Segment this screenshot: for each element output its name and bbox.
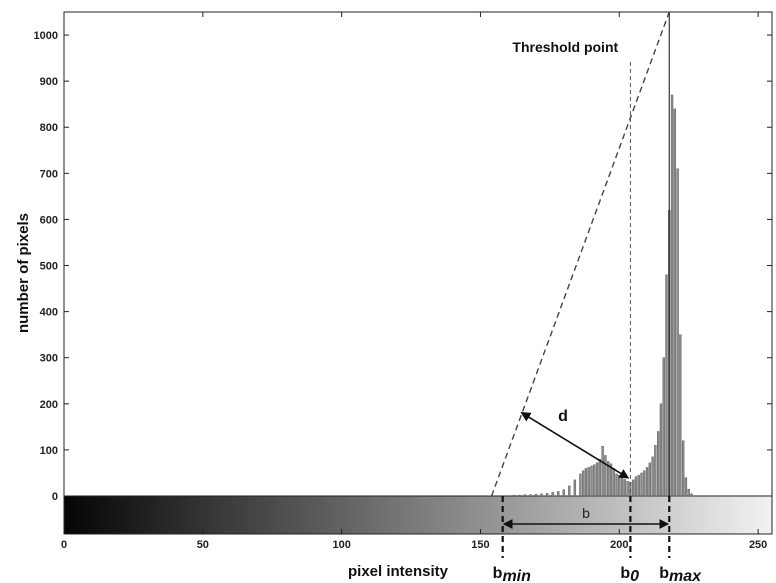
histogram-bar xyxy=(673,108,676,497)
histogram-bar xyxy=(582,470,585,497)
histogram-bar xyxy=(587,467,590,497)
histogram-bar xyxy=(545,493,549,497)
histogram-bar xyxy=(640,472,643,497)
histogram-bar xyxy=(557,491,560,497)
y-axis-ticks: 0 100 200 300 400 500 600 700 800 900 1000 xyxy=(34,30,772,503)
histogram-bar xyxy=(512,494,515,497)
histogram-bar xyxy=(562,489,565,497)
histogram-bar xyxy=(595,462,599,497)
histogram-bar xyxy=(645,467,649,497)
distance-arrow xyxy=(520,411,630,479)
histogram-bar xyxy=(670,94,674,497)
y-tick-label: 500 xyxy=(40,261,58,273)
x-tick-label: 0 xyxy=(61,539,67,551)
histogram-bar xyxy=(626,481,629,497)
span-label: b xyxy=(582,505,590,521)
histogram-bar xyxy=(665,274,668,497)
y-tick-label: 400 xyxy=(40,307,58,319)
histogram-bar xyxy=(648,462,652,497)
histogram-bar xyxy=(534,493,538,497)
histogram-bar xyxy=(551,492,554,497)
histogram-bar xyxy=(579,473,582,497)
x-tick-label: 100 xyxy=(332,539,350,551)
histogram-bar xyxy=(681,440,685,497)
histogram-bar xyxy=(676,168,679,497)
histogram-bar xyxy=(620,477,624,497)
histogram-bar xyxy=(573,479,577,497)
histogram-bars xyxy=(507,94,693,497)
tangent-dashed-line xyxy=(490,11,670,497)
histogram-bar xyxy=(540,493,543,497)
x-tick-label: 150 xyxy=(471,539,489,551)
histogram-bar xyxy=(529,494,532,497)
histogram-bar xyxy=(615,473,618,497)
histogram-bar xyxy=(643,470,646,497)
histogram-bar xyxy=(662,357,665,497)
x-axis-ticks: 0 50 100 150 200 250 xyxy=(61,12,767,551)
histogram-bar xyxy=(568,485,571,497)
histogram-bar xyxy=(637,475,640,497)
histogram-bar xyxy=(604,455,607,497)
b-max-label: bmax xyxy=(659,565,702,583)
y-axis-title: number of pixels xyxy=(15,213,32,333)
histogram-bar xyxy=(690,493,693,497)
histogram-bar xyxy=(687,488,690,497)
histogram-bar xyxy=(654,445,657,497)
y-tick-label: 1000 xyxy=(34,30,58,42)
histogram-bar xyxy=(518,494,521,497)
histogram-bar xyxy=(593,464,596,497)
x-tick-label: 200 xyxy=(610,539,628,551)
histogram-bar xyxy=(612,468,615,497)
b-0-label: b0 xyxy=(620,565,639,583)
histogram-bar xyxy=(679,334,682,497)
y-tick-label: 700 xyxy=(40,168,58,180)
intensity-colorbar xyxy=(63,495,773,535)
x-axis-title: pixel intensity xyxy=(348,563,449,580)
histogram-bar xyxy=(656,431,660,497)
y-tick-label: 800 xyxy=(40,122,58,134)
histogram-bar xyxy=(590,465,593,497)
threshold-label: Threshold point xyxy=(512,39,618,55)
histogram-bar xyxy=(523,494,527,497)
histogram-bar xyxy=(659,403,663,497)
histogram-bar xyxy=(601,446,604,497)
histogram-bar xyxy=(684,477,688,497)
x-tick-label: 250 xyxy=(749,539,767,551)
y-tick-label: 0 xyxy=(52,491,58,503)
y-tick-label: 900 xyxy=(40,76,58,88)
y-tick-label: 200 xyxy=(40,399,58,411)
x-tick-label: 50 xyxy=(197,539,209,551)
distance-label: d xyxy=(558,408,568,425)
y-tick-label: 300 xyxy=(40,353,58,365)
histogram-bar xyxy=(651,456,654,497)
histogram-bar xyxy=(623,479,627,497)
histogram-bar xyxy=(634,476,638,497)
b-min-label: bmin xyxy=(493,565,531,583)
histogram-bar xyxy=(584,468,588,497)
y-tick-label: 100 xyxy=(40,445,58,457)
histogram-bar xyxy=(618,475,621,497)
histogram-bar xyxy=(598,458,602,497)
annotations: Threshold point d b bmin b0 bmax xyxy=(490,11,702,583)
histogram-bar xyxy=(632,479,635,497)
y-tick-label: 600 xyxy=(40,214,58,226)
